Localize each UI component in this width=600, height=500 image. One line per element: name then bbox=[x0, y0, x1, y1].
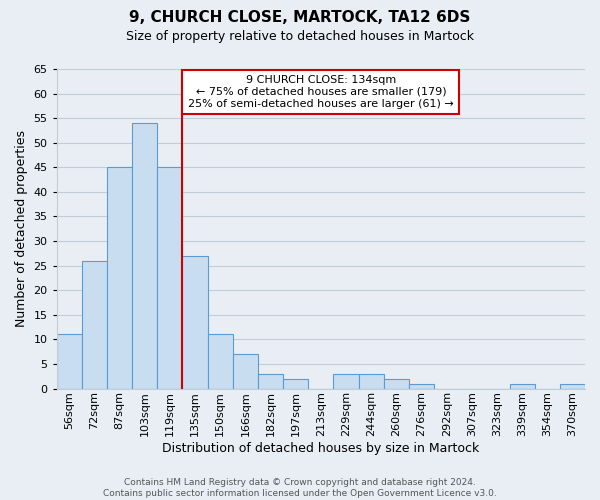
Text: 9, CHURCH CLOSE, MARTOCK, TA12 6DS: 9, CHURCH CLOSE, MARTOCK, TA12 6DS bbox=[130, 10, 470, 25]
Bar bbox=[208, 334, 233, 388]
Bar bbox=[233, 354, 258, 388]
Bar bbox=[107, 168, 132, 388]
Bar bbox=[384, 378, 409, 388]
Bar bbox=[334, 374, 359, 388]
Y-axis label: Number of detached properties: Number of detached properties bbox=[15, 130, 28, 328]
Bar bbox=[509, 384, 535, 388]
Bar bbox=[359, 374, 384, 388]
Text: 9 CHURCH CLOSE: 134sqm
← 75% of detached houses are smaller (179)
25% of semi-de: 9 CHURCH CLOSE: 134sqm ← 75% of detached… bbox=[188, 76, 454, 108]
Bar bbox=[258, 374, 283, 388]
Bar bbox=[283, 378, 308, 388]
Text: Size of property relative to detached houses in Martock: Size of property relative to detached ho… bbox=[126, 30, 474, 43]
Bar bbox=[560, 384, 585, 388]
X-axis label: Distribution of detached houses by size in Martock: Distribution of detached houses by size … bbox=[162, 442, 479, 455]
Bar bbox=[182, 256, 208, 388]
Bar bbox=[82, 260, 107, 388]
Text: Contains HM Land Registry data © Crown copyright and database right 2024.
Contai: Contains HM Land Registry data © Crown c… bbox=[103, 478, 497, 498]
Bar bbox=[409, 384, 434, 388]
Bar bbox=[157, 168, 182, 388]
Bar bbox=[57, 334, 82, 388]
Bar bbox=[132, 123, 157, 388]
